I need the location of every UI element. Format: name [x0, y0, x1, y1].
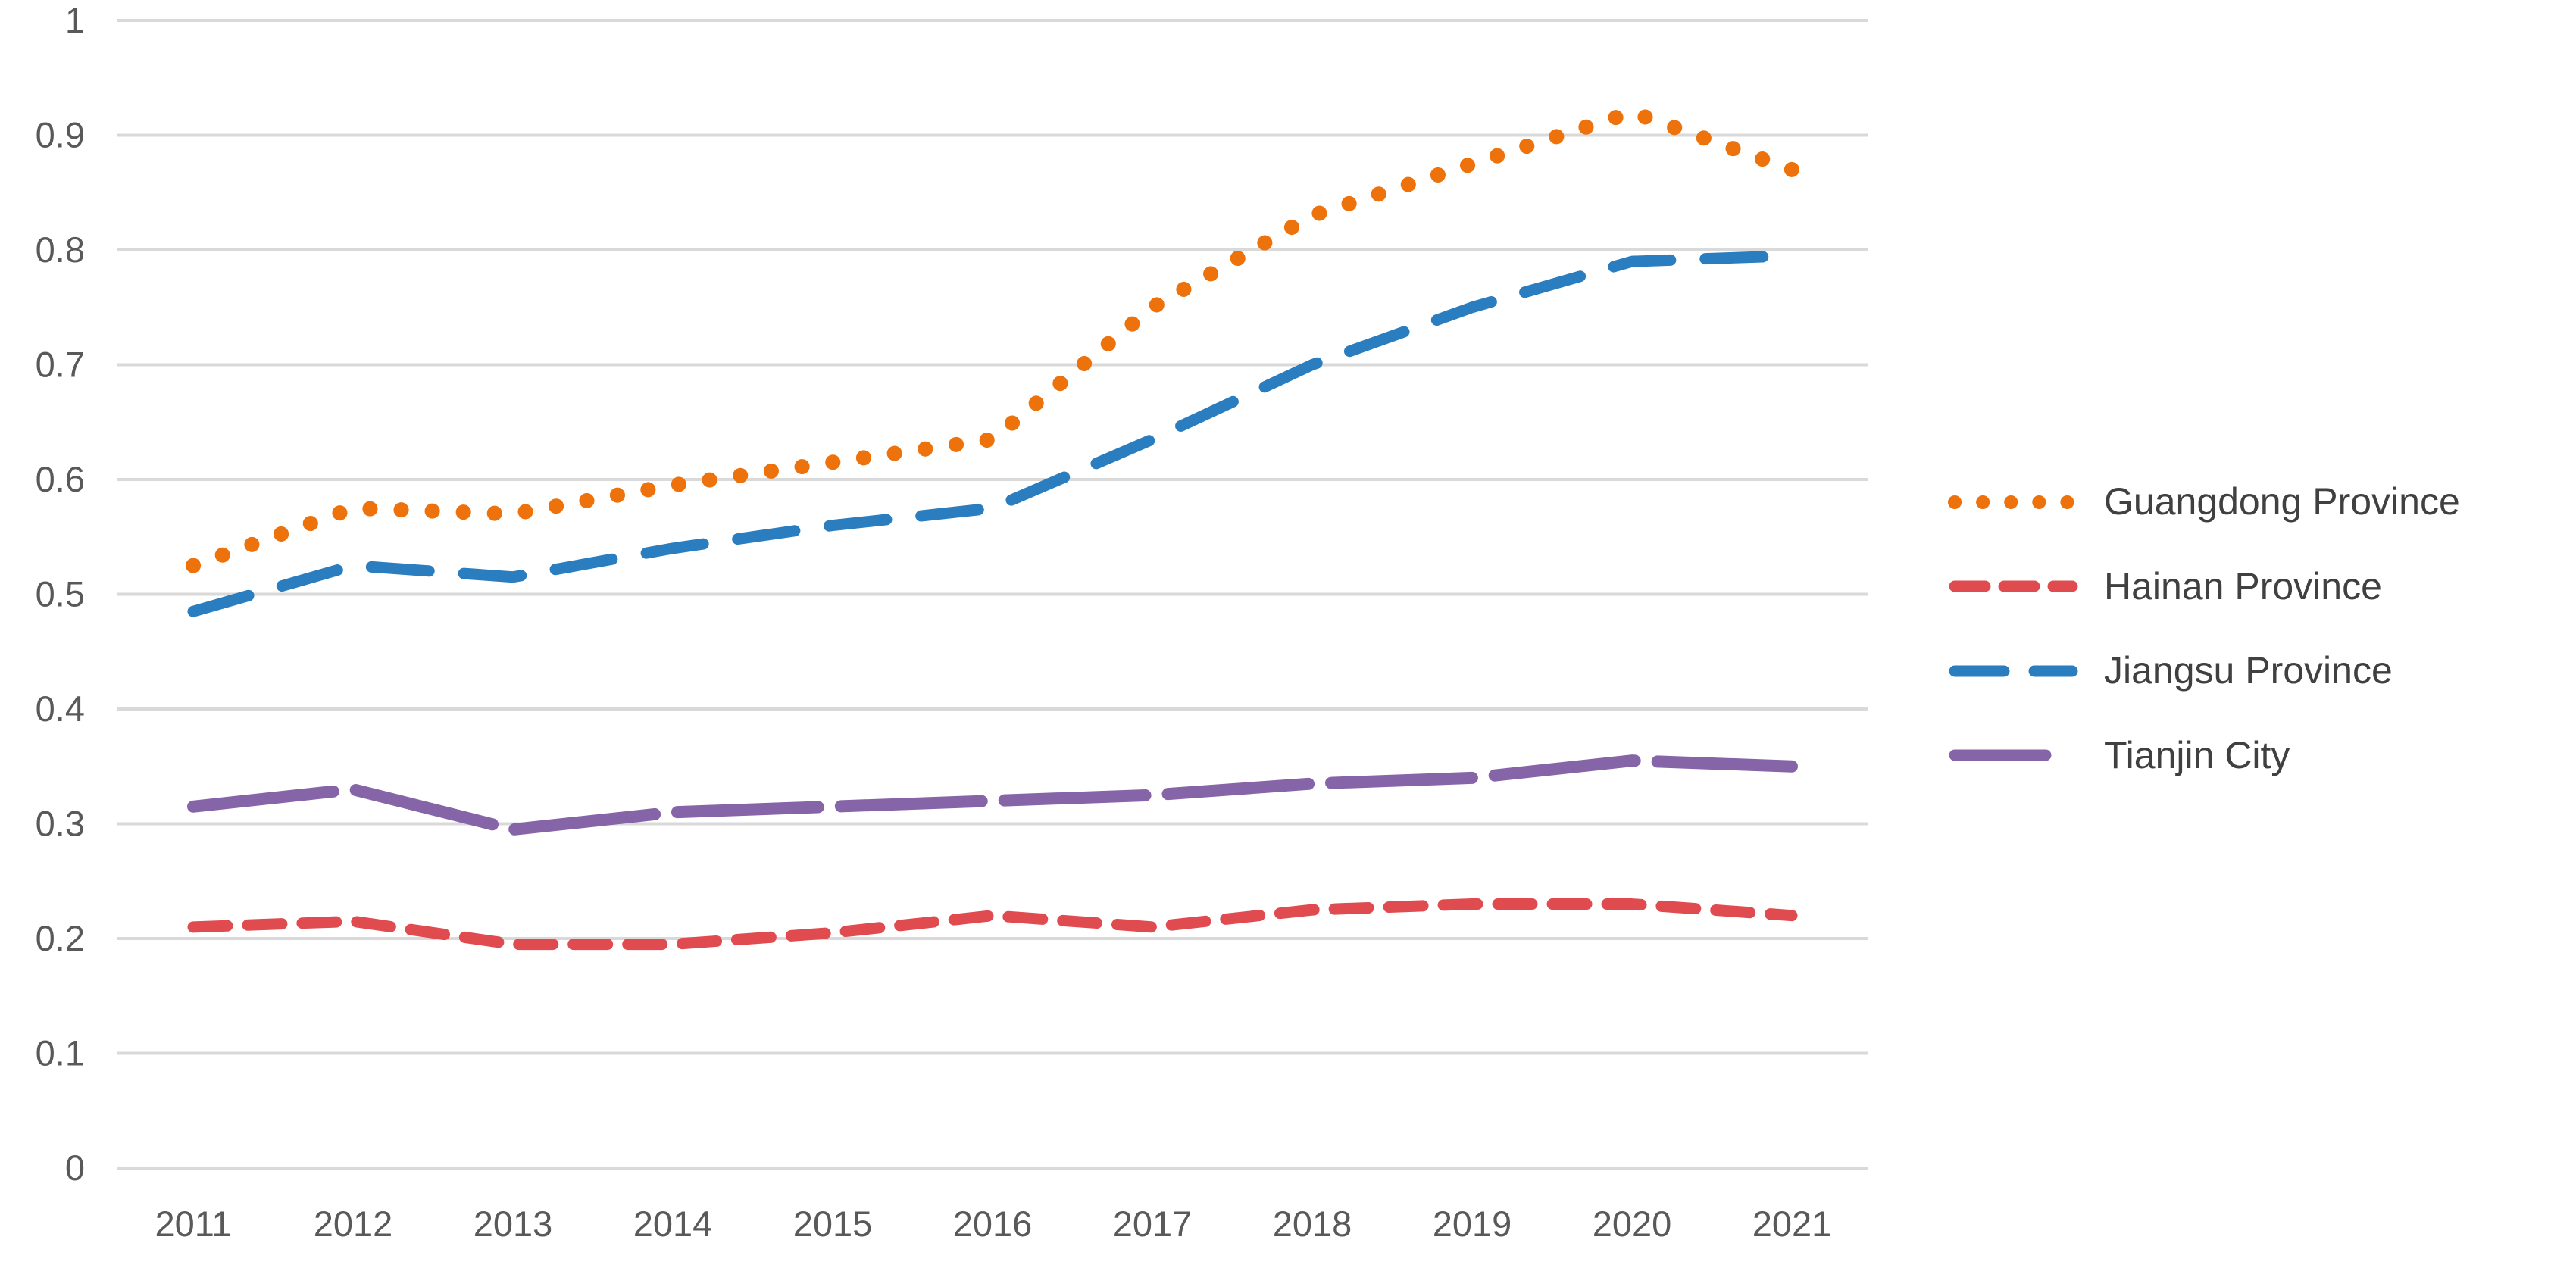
x-tick-label: 2015	[793, 1204, 873, 1244]
legend-marker-dotted-icon	[1948, 495, 2079, 509]
legend-marker-long-dash-icon	[1949, 665, 2078, 677]
legend-marker-solid-dash-icon	[1949, 749, 2078, 761]
x-tick-label: 2012	[314, 1204, 393, 1244]
y-tick-label: 0.7	[36, 345, 85, 385]
y-tick-label: 1	[65, 0, 85, 40]
series-line-jiangsu-province	[187, 250, 1798, 617]
y-tick-label: 0.6	[36, 459, 85, 499]
legend-marker-dashed-icon	[1949, 580, 2078, 592]
y-tick-label: 0.1	[36, 1033, 85, 1073]
series-line-guangdong-province	[186, 105, 1799, 573]
y-tick-label: 0.8	[36, 230, 85, 270]
x-tick-label: 2020	[1593, 1204, 1672, 1244]
x-tick-label: 2013	[474, 1204, 553, 1244]
series-line-tianjin-city	[187, 754, 1798, 836]
legend: Guangdong Province Hainan Province Jiang…	[1947, 480, 2460, 777]
y-tick-label: 0.9	[36, 115, 85, 155]
legend-label-guangdong: Guangdong Province	[2104, 480, 2460, 523]
x-tick-label: 2018	[1273, 1204, 1352, 1244]
y-tick-label: 0	[65, 1148, 85, 1188]
legend-item-hainan: Hainan Province	[1947, 565, 2460, 609]
legend-label-tianjin: Tianjin City	[2104, 733, 2290, 776]
y-tick-label: 0.3	[36, 804, 85, 844]
y-tick-label: 0.5	[36, 574, 85, 614]
x-tick-label: 2021	[1752, 1204, 1832, 1244]
series-line-hainan-province	[187, 898, 1798, 951]
y-tick-label: 0.4	[36, 689, 85, 729]
x-tick-label: 2019	[1433, 1204, 1512, 1244]
x-tick-label: 2011	[155, 1204, 231, 1244]
x-tick-label: 2017	[1113, 1204, 1193, 1244]
y-tick-label: 0.2	[36, 918, 85, 958]
x-tick-label: 2016	[953, 1204, 1033, 1244]
legend-label-hainan: Hainan Province	[2104, 564, 2382, 608]
legend-label-jiangsu: Jiangsu Province	[2104, 649, 2393, 692]
x-tick-label: 2014	[633, 1204, 713, 1244]
legend-item-tianjin: Tianjin City	[1947, 734, 2460, 778]
legend-item-guangdong: Guangdong Province	[1947, 480, 2460, 524]
legend-item-jiangsu: Jiangsu Province	[1947, 649, 2460, 693]
